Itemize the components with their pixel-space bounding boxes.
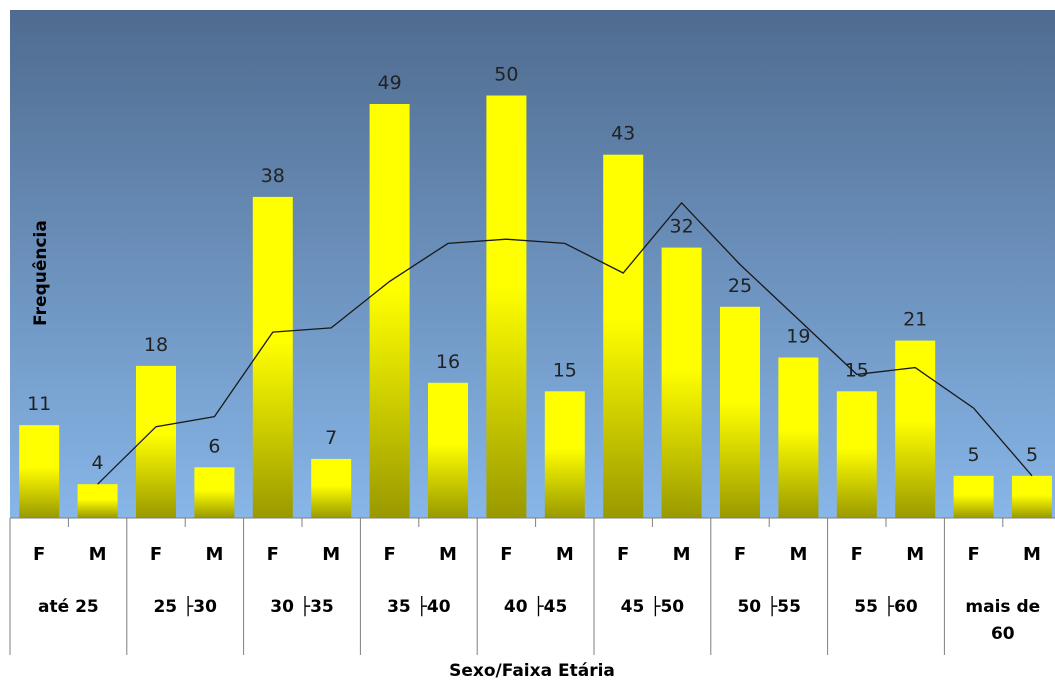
group-label: 45 ├50: [621, 596, 685, 617]
bar-13: [720, 306, 760, 519]
sex-label: M: [322, 544, 340, 565]
bar-12: [661, 247, 702, 518]
sex-label: F: [967, 544, 979, 565]
bar-18: [1012, 475, 1052, 519]
group-label: 35 ├40: [387, 596, 451, 617]
bar-value-label: 18: [144, 334, 168, 356]
bar-7: [369, 104, 410, 518]
sex-label: F: [150, 544, 162, 565]
group-label: 40 ├45: [504, 596, 567, 617]
trend-line: [97, 201, 1033, 485]
bar-8: [428, 382, 468, 518]
bar-17: [953, 475, 994, 519]
bar-5: [252, 196, 293, 518]
bar-value-label: 15: [553, 359, 577, 381]
sex-label: F: [500, 544, 512, 565]
bar-10: [544, 391, 585, 519]
group-label: 55 ├60: [854, 596, 918, 617]
bar-6: [311, 458, 352, 518]
bar-14: [778, 357, 819, 518]
bar-11: [603, 154, 644, 518]
sex-label: F: [383, 544, 395, 565]
bar-2: [77, 484, 118, 518]
group-label: 25 ├30: [153, 596, 217, 617]
sex-label: M: [673, 544, 691, 565]
bar-value-label: 19: [786, 326, 810, 348]
bar-4: [194, 467, 235, 518]
bar-16: [895, 340, 936, 518]
group-label: até 25: [38, 597, 99, 617]
bar-value-label: 43: [611, 123, 635, 145]
bar-9: [486, 95, 527, 518]
bar-value-label: 16: [436, 351, 460, 373]
bar-3: [136, 365, 176, 518]
sex-label: M: [1023, 544, 1041, 565]
bars: [19, 95, 1052, 519]
y-axis-title: Frequência: [31, 220, 51, 326]
bar-value-label: 15: [845, 359, 869, 381]
bar-value-label: 38: [261, 165, 285, 187]
bar-1: [19, 425, 60, 518]
bar-value-label: 50: [494, 64, 518, 86]
bar-value-label: 11: [27, 393, 51, 415]
bar-value-label: 25: [728, 275, 752, 297]
plot-background: [10, 10, 1055, 518]
sex-label: M: [906, 544, 924, 565]
bar-value-label: 6: [208, 435, 220, 457]
bar-value-label: 5: [968, 444, 980, 466]
bar-value-label: 21: [903, 309, 927, 331]
bar-value-label: 5: [1026, 444, 1038, 466]
sex-label: F: [267, 544, 279, 565]
sex-label: M: [205, 544, 223, 565]
sex-label: F: [617, 544, 629, 565]
sex-label: M: [439, 544, 457, 565]
bar-values: 11 4 18 6 38 7 49 16 50 15 43 32 25 19 15 21 5 5: [27, 64, 1038, 475]
sex-label: F: [851, 544, 863, 565]
x-axis-title: Sexo/Faixa Etária: [449, 661, 615, 681]
bar-value-label: 7: [325, 427, 337, 449]
sex-label: M: [89, 544, 107, 565]
sex-label: M: [789, 544, 807, 565]
bar-value-label: 49: [378, 72, 402, 94]
bar-15: [836, 391, 877, 519]
bar-value-label: 4: [92, 452, 104, 474]
group-label: mais de 60: [965, 597, 1040, 644]
group-label: 30 ├35: [270, 596, 333, 617]
group-label: 50 ├55: [737, 596, 800, 617]
sex-label: M: [556, 544, 574, 565]
bar-value-label: 32: [670, 216, 694, 238]
sex-label: F: [33, 544, 45, 565]
sex-label: F: [734, 544, 746, 565]
